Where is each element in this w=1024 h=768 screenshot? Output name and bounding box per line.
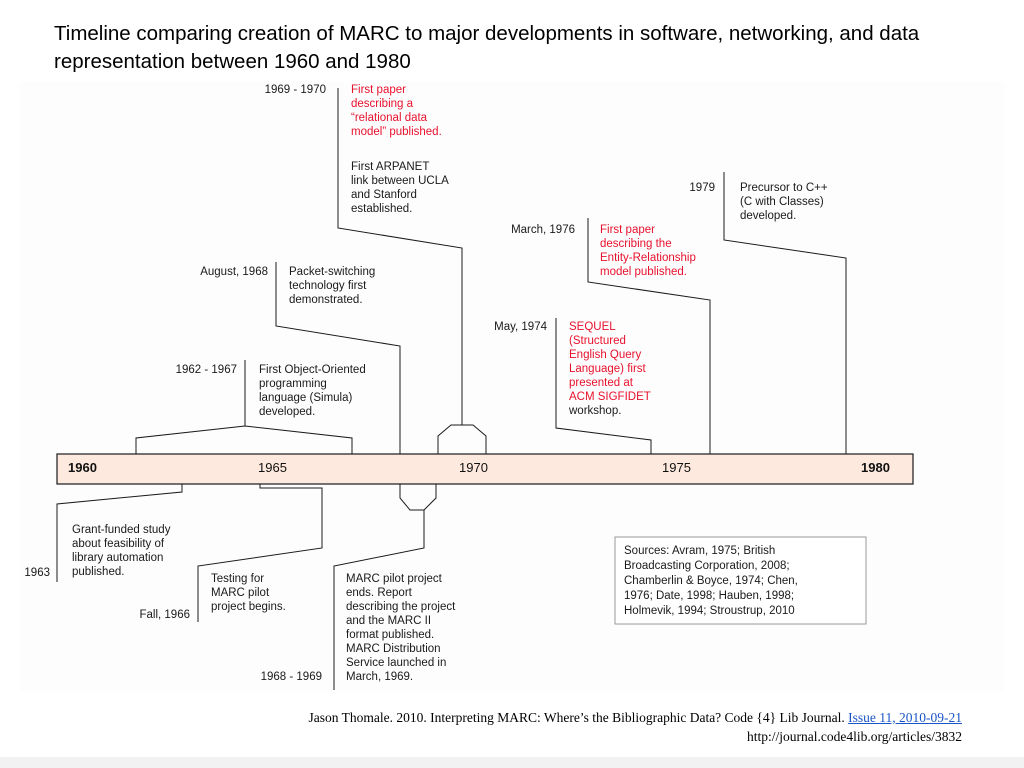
event-line: programming — [259, 378, 327, 390]
event-date-1979: 1979 — [689, 182, 715, 194]
event-date-1962-1967: 1962 - 1967 — [176, 364, 237, 376]
bracket-1962-1967 — [135, 425, 353, 454]
event-line: workshop. — [568, 405, 621, 417]
slide-title: Timeline comparing creation of MARC to m… — [54, 22, 920, 73]
event-marc-testing: Testing for MARC pilot project begins. — [211, 573, 286, 613]
connector-1969-1970 — [337, 88, 463, 425]
event-line: link between UCLA — [351, 175, 449, 187]
event-line: developed. — [740, 210, 796, 222]
event-line: describing the project — [346, 601, 456, 613]
event-line: and the MARC II — [346, 615, 431, 627]
citation-url: http://journal.code4lib.org/articles/383… — [747, 729, 962, 744]
event-packet-switching: Packet-switching technology first demons… — [289, 266, 375, 306]
event-line: ends. Report — [346, 587, 413, 599]
event-line: English Query — [569, 349, 641, 361]
event-line: describing a — [351, 98, 414, 110]
event-line: Grant-funded study — [72, 524, 171, 536]
event-line: describing the — [600, 238, 672, 250]
event-line: Service launched in — [346, 657, 446, 669]
event-line: Entity-Relationship — [600, 252, 696, 264]
sources-line: 1976; Date, 1998; Hauben, 1998; — [624, 590, 794, 602]
timeline-diagram: 1960 1965 1970 1975 1980 1969 - 1970 Aug… — [24, 84, 914, 690]
bracket-1968-1969 — [399, 484, 437, 511]
connector-fall-1966 — [197, 484, 323, 622]
sources-line: Broadcasting Corporation, 2008; — [624, 560, 790, 572]
event-line: library automation — [72, 552, 163, 564]
connector-aug-1968 — [275, 262, 401, 454]
connector-1963 — [56, 484, 183, 582]
event-line: presented at — [569, 377, 634, 389]
axis-label-start: 1960 — [68, 460, 97, 475]
event-date-may-1974: May, 1974 — [494, 321, 547, 333]
axis-label-1975: 1975 — [662, 460, 691, 475]
sources-line: Chamberlin & Boyce, 1974; Chen, — [624, 575, 798, 587]
event-line: MARC pilot project — [346, 573, 443, 585]
sources-box — [614, 536, 867, 625]
event-line: about feasibility of — [72, 538, 165, 550]
citation-text: Jason Thomale. 2010. Interpreting MARC: … — [308, 710, 849, 725]
timeline-bar — [56, 453, 914, 485]
event-date-fall-1966: Fall, 1966 — [139, 609, 190, 621]
event-line: (C with Classes) — [740, 196, 824, 208]
event-line: demonstrated. — [289, 294, 363, 306]
event-c-with-classes: Precursor to C++ (C with Classes) develo… — [740, 182, 828, 222]
event-relational-model: First paper describing a “relational dat… — [351, 84, 442, 138]
timeline-figure: 1960 1965 1970 1975 1980 1969 - 1970 Aug… — [24, 84, 914, 690]
sources-line: Holmevik, 1994; Stroustrup, 2010 — [624, 605, 795, 617]
event-line: March, 1969. — [346, 671, 413, 683]
event-line: language (Simula) — [259, 392, 353, 404]
event-date-1963: 1963 — [24, 567, 50, 579]
citation: Jason Thomale. 2010. Interpreting MARC: … — [309, 708, 962, 746]
axis-label-1970: 1970 — [459, 460, 488, 475]
event-arpanet: First ARPANET link between UCLA and Stan… — [351, 161, 449, 215]
event-line: (Structured — [569, 335, 626, 347]
connector-1968-1969 — [333, 510, 425, 690]
event-line: format published. — [346, 629, 434, 641]
event-line: MARC pilot — [211, 587, 270, 599]
event-line: model published. — [600, 266, 687, 278]
bottom-strip — [0, 757, 1024, 768]
event-sequel: SEQUEL (Structured English Query Languag… — [568, 321, 651, 417]
event-line: First Object-Oriented — [259, 364, 366, 376]
event-line: and Stanford — [351, 189, 417, 201]
connectors-above — [135, 88, 847, 454]
event-feasibility-study: Grant-funded study about feasibility of … — [72, 524, 171, 578]
event-line: Packet-switching — [289, 266, 375, 278]
event-date-march-1976: March, 1976 — [511, 224, 575, 236]
citation-line: Jason Thomale. 2010. Interpreting MARC: … — [309, 708, 962, 727]
event-line: model” published. — [351, 126, 442, 138]
event-line: First paper — [351, 84, 406, 96]
event-line: technology first — [289, 280, 367, 292]
connector-may-1974 — [555, 318, 652, 454]
event-line: First paper — [600, 224, 655, 236]
event-line: published. — [72, 566, 124, 578]
issue-link[interactable]: Issue 11, 2010-09-21 — [848, 710, 962, 725]
event-line: Testing for — [211, 573, 264, 585]
axis-label-1965: 1965 — [258, 460, 287, 475]
event-line: First ARPANET — [351, 161, 429, 173]
event-marc-pilot-ends: MARC pilot project ends. Report describi… — [346, 573, 456, 683]
event-line: Language) first — [569, 363, 647, 375]
sources-text: Sources: Avram, 1975; British Broadcasti… — [624, 545, 798, 617]
connector-1979 — [723, 172, 847, 454]
connectors-below — [56, 484, 437, 690]
axis-label-end: 1980 — [861, 460, 890, 475]
event-line: “relational data — [351, 112, 428, 124]
event-line: MARC Distribution — [346, 643, 441, 655]
event-date-aug-1968: August, 1968 — [200, 266, 268, 278]
event-line: project begins. — [211, 601, 286, 613]
event-date-1969-1970: 1969 - 1970 — [265, 84, 326, 96]
event-line: ACM SIGFIDET — [569, 391, 651, 403]
event-line: established. — [351, 203, 412, 215]
connector-march-1976 — [587, 218, 711, 454]
sources-line: Sources: Avram, 1975; British — [624, 545, 775, 557]
event-date-1968-1969: 1968 - 1969 — [261, 671, 322, 683]
bracket-1969-1970 — [437, 424, 487, 454]
event-line: developed. — [259, 406, 315, 418]
event-entity-relationship: First paper describing the Entity-Relati… — [600, 224, 696, 278]
event-simula: First Object-Oriented programming langua… — [259, 364, 366, 418]
event-line: SEQUEL — [569, 321, 616, 333]
event-line: Precursor to C++ — [740, 182, 828, 194]
